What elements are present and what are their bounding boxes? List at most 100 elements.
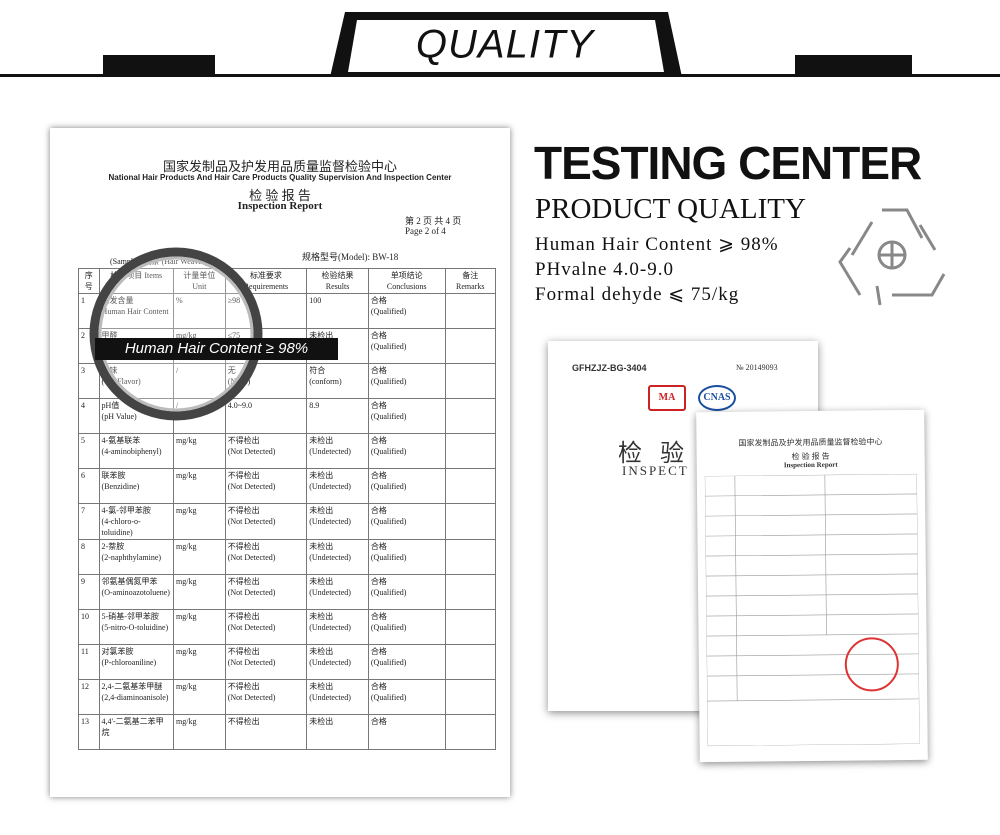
cell: 未检出 (Undetected) — [306, 679, 369, 715]
table-row: 9 邻氨基偶氮甲苯 (O-aminoazotoluene) mg/kg 不得检出 (Not… — [78, 574, 497, 610]
cell: mg/kg — [173, 714, 226, 750]
cell-text: Human Hair Content — [102, 306, 171, 317]
cell-text: 不得检出 — [227, 612, 260, 621]
magnifier — [89, 247, 263, 421]
row-number: 6 — [78, 468, 100, 504]
spec-line: Human Hair Content ⩾ 98% — [535, 234, 779, 255]
cell-text: 合格 — [370, 682, 387, 691]
cell: 不得检出 (Not Detected) — [224, 468, 308, 504]
column-header: 备注 Remarks — [444, 268, 497, 294]
column-header: 检验结果 Results — [306, 268, 369, 294]
report-title-en: National Hair Products And Hair Care Pro… — [108, 173, 452, 182]
row-number: 12 — [78, 679, 100, 715]
cell: 2,4-二氨基苯甲醚 (2,4-diaminoanisole) — [98, 679, 175, 715]
cell-text: (Qualified) — [370, 482, 407, 491]
cell: 不得检出 (Not Detected) — [224, 679, 308, 715]
cell-text: 合格 — [370, 577, 387, 586]
cell-text: (Benzidine) — [101, 482, 140, 491]
remark-cell — [444, 574, 497, 610]
row-number: 13 — [78, 714, 100, 750]
cell-text: 合格 — [370, 506, 387, 515]
report-label-en: Inspection Report — [237, 200, 323, 212]
sample: (Sample): 发条 (Hair Weaving) — [110, 256, 211, 267]
cell-text: 合格 — [370, 436, 387, 445]
cell-text: (Qualified) — [370, 412, 407, 421]
cell-text: mg/kg — [176, 647, 197, 656]
remark-cell — [444, 363, 497, 399]
cell-text: 100 — [309, 296, 322, 305]
row-number: 11 — [78, 644, 100, 680]
remark-cell — [444, 679, 497, 715]
cell-text: 5-硝基-邻甲苯胺 — [101, 612, 159, 621]
cell-text: (2,4-diaminoanisole) — [101, 693, 169, 702]
cell-text: 4,4'-二氨基二苯甲烷 — [101, 717, 164, 737]
row-number: 8 — [78, 539, 100, 575]
cell-text: mg/kg — [176, 542, 197, 551]
cell: 合格 (Qualified) — [367, 539, 446, 575]
cell-text: 合格 — [370, 401, 387, 410]
cell: 不得检出 (Not Detected) — [224, 644, 308, 680]
remark-cell — [444, 539, 497, 575]
cell: mg/kg — [173, 574, 226, 610]
row-number: 10 — [78, 609, 100, 645]
report-title-cn: 国家发制品及护发用品质量监督检验中心 — [162, 159, 397, 174]
cell-text: (Undetected) — [309, 553, 351, 562]
remark-cell — [444, 714, 497, 750]
cell-text: (Undetected) — [309, 447, 351, 456]
cell: 未检出 (Undetected) — [306, 609, 369, 645]
cell: 合格 (Qualified) — [367, 679, 446, 715]
row-number: 9 — [78, 574, 100, 610]
cell-text: (Undetected) — [309, 658, 351, 667]
report-label-cn: 检 验 报 告 — [249, 188, 311, 203]
cell-text: mg/kg — [176, 330, 223, 341]
spec-line: PHvalne 4.0-9.0 — [535, 259, 675, 280]
cell: 合格 (Qualified) — [367, 609, 446, 645]
cell-text: 合格 — [370, 296, 387, 305]
cell-text: 联苯胺 — [101, 471, 126, 480]
cell-text: 未检出 — [309, 717, 334, 726]
recycle-icon — [838, 208, 946, 306]
cell: 未检出 — [306, 714, 369, 750]
table-row: 12 2,4-二氨基苯甲醚 (2,4-diaminoanisole) mg/kg 不得检… — [78, 679, 497, 715]
cell-text: (pH Value) — [101, 412, 137, 421]
cell-text: 4.0~9.0 — [227, 401, 253, 410]
cert-report-cn: 检 验 — [618, 441, 690, 467]
cell-text: (Qualified) — [370, 342, 407, 351]
cell: 合格 (Qualified) — [367, 433, 446, 469]
cell: mg/kg — [173, 503, 226, 540]
cell-text: 未检出 — [309, 471, 334, 480]
table-row: 3异味(Off Flavor)/无(None)符合(conform)合格(Qua… — [78, 363, 497, 399]
cell-text: 4-氨基联苯 — [101, 436, 141, 445]
cell-text: % — [176, 295, 223, 306]
cell: 不得检出 (Not Detected) — [224, 433, 308, 469]
cell: 100 — [306, 293, 369, 329]
cell-text: 不得检出 — [227, 506, 260, 515]
table-row: 7 4-氯-邻甲苯胺 (4-chloro-o-toluidine) mg/kg 不得检出… — [78, 503, 497, 540]
cell: 不得检出 (Not Detected) — [224, 609, 308, 645]
cell: 不得检出 (Not Detected) — [224, 574, 308, 610]
cert-logo: CNAS — [698, 385, 736, 411]
spec-list: Human Hair Content ⩾ 98% PHvalne 4.0-9.0 F… — [535, 232, 779, 307]
table-row: 13 4,4'-二氨基二苯甲烷 mg/kg 不得检出 未检出 合格 — [78, 714, 497, 750]
cell-text: 不得检出 — [227, 542, 260, 551]
cell-text: (Qualified) — [370, 623, 407, 632]
cell-text: (Not Detected) — [227, 447, 276, 456]
cell-text: (Not Detected) — [227, 482, 276, 491]
cell-text: (Undetected) — [309, 517, 351, 526]
headline-title: TESTING CENTER — [534, 137, 922, 189]
cell-text: pH值 — [101, 401, 120, 410]
column-header: 单项结论 Conclusions — [367, 268, 446, 294]
cell: 4-氨基联苯 (4-aminobiphenyl) — [98, 433, 175, 469]
cell-text: (Qualified) — [370, 517, 407, 526]
cell-text: 不得检出 — [227, 647, 260, 656]
cell: 未检出 (Undetected) — [306, 644, 369, 680]
cell-text: 4-氯-邻甲苯胺 — [101, 506, 151, 515]
cert-inner-report-en: Inspection Report — [783, 460, 838, 470]
cell: 未检出 (Undetected) — [306, 574, 369, 610]
cell-text: (Undetected) — [309, 693, 351, 702]
cell: 未检出 (Undetected) — [306, 433, 369, 469]
cell-text: (P-chloroaniline) — [101, 658, 157, 667]
cell-text: 符合 — [309, 366, 326, 375]
cell: 不得检出 — [224, 714, 308, 750]
cert-report-en: INSPECT — [622, 463, 689, 478]
